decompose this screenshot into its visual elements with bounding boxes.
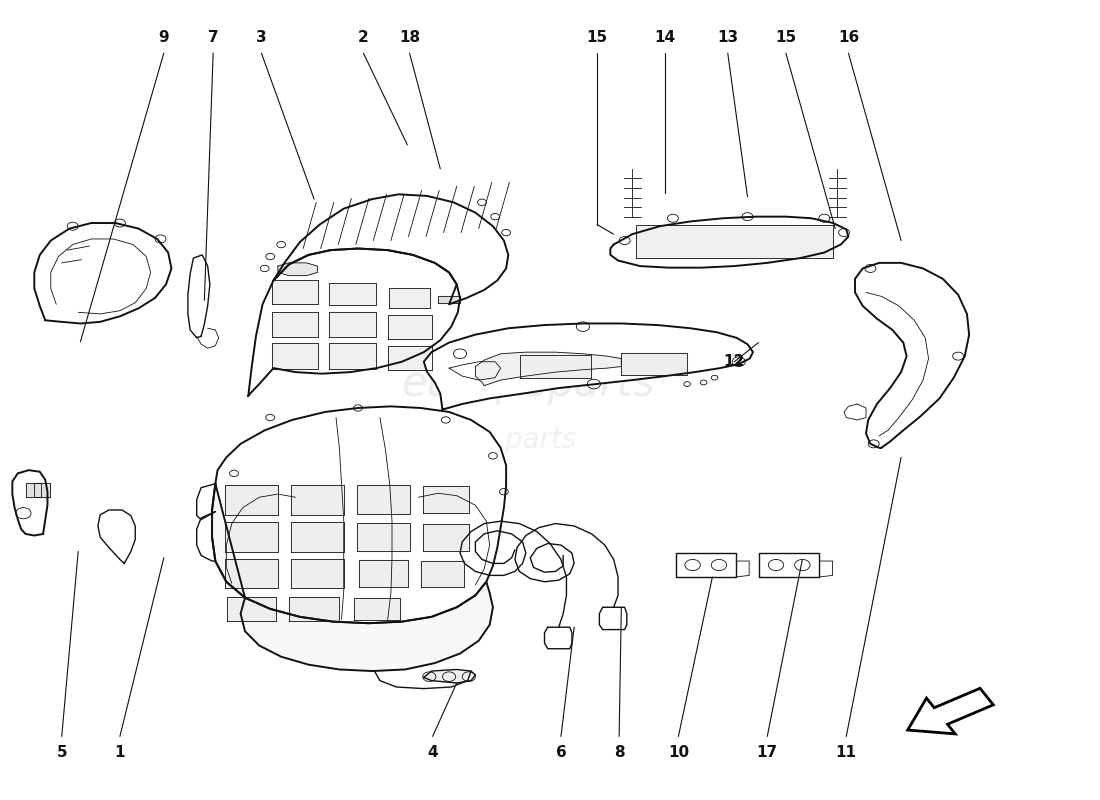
Text: 16: 16 (838, 30, 859, 45)
Polygon shape (212, 484, 493, 671)
Text: 6: 6 (556, 745, 566, 760)
Polygon shape (422, 523, 469, 550)
Polygon shape (353, 598, 399, 620)
Text: 12: 12 (724, 354, 745, 370)
Polygon shape (520, 354, 591, 378)
Polygon shape (34, 223, 172, 323)
Polygon shape (274, 194, 508, 304)
Polygon shape (675, 553, 736, 577)
Polygon shape (422, 486, 469, 514)
Text: 7: 7 (208, 30, 219, 45)
Text: 14: 14 (654, 30, 675, 45)
Polygon shape (188, 255, 210, 338)
Text: a parts: a parts (480, 426, 576, 454)
Polygon shape (212, 406, 506, 623)
Polygon shape (621, 353, 688, 375)
Polygon shape (25, 483, 41, 498)
Polygon shape (273, 311, 319, 337)
Text: 9: 9 (158, 30, 169, 45)
Text: 15: 15 (586, 30, 607, 45)
Text: 11: 11 (836, 745, 857, 760)
Text: 17: 17 (757, 745, 778, 760)
Polygon shape (388, 287, 430, 308)
FancyArrow shape (908, 688, 993, 734)
Polygon shape (475, 352, 622, 386)
Text: 15: 15 (776, 30, 796, 45)
Polygon shape (544, 627, 572, 649)
Polygon shape (356, 486, 409, 514)
Polygon shape (278, 263, 318, 276)
Polygon shape (424, 323, 754, 410)
Polygon shape (330, 283, 375, 305)
Text: 13: 13 (717, 30, 738, 45)
Polygon shape (98, 510, 135, 563)
Text: 2: 2 (359, 30, 369, 45)
Polygon shape (387, 346, 431, 370)
Polygon shape (387, 314, 431, 338)
Polygon shape (34, 483, 50, 498)
Polygon shape (636, 225, 833, 258)
Polygon shape (273, 343, 319, 369)
Text: 10: 10 (668, 745, 689, 760)
Polygon shape (420, 561, 464, 586)
Text: 8: 8 (614, 745, 625, 760)
Polygon shape (249, 249, 460, 396)
Polygon shape (855, 263, 969, 448)
Polygon shape (273, 281, 319, 304)
Polygon shape (759, 553, 820, 577)
Text: 18: 18 (399, 30, 420, 45)
Text: 4: 4 (427, 745, 438, 760)
Polygon shape (226, 522, 278, 552)
Polygon shape (292, 522, 343, 552)
Text: 1: 1 (114, 745, 125, 760)
Polygon shape (226, 485, 278, 515)
Polygon shape (292, 559, 343, 588)
Polygon shape (610, 217, 848, 268)
Polygon shape (330, 311, 375, 337)
Polygon shape (438, 296, 460, 302)
Polygon shape (227, 597, 276, 621)
Polygon shape (424, 670, 475, 683)
Polygon shape (289, 597, 339, 621)
Polygon shape (356, 522, 409, 551)
Text: 5: 5 (56, 745, 67, 760)
Text: europeparts: europeparts (402, 363, 654, 405)
Polygon shape (12, 470, 47, 535)
Polygon shape (226, 559, 278, 588)
Polygon shape (292, 485, 343, 515)
Polygon shape (359, 560, 408, 587)
Polygon shape (600, 607, 627, 630)
Text: 3: 3 (256, 30, 266, 45)
Polygon shape (330, 343, 375, 369)
